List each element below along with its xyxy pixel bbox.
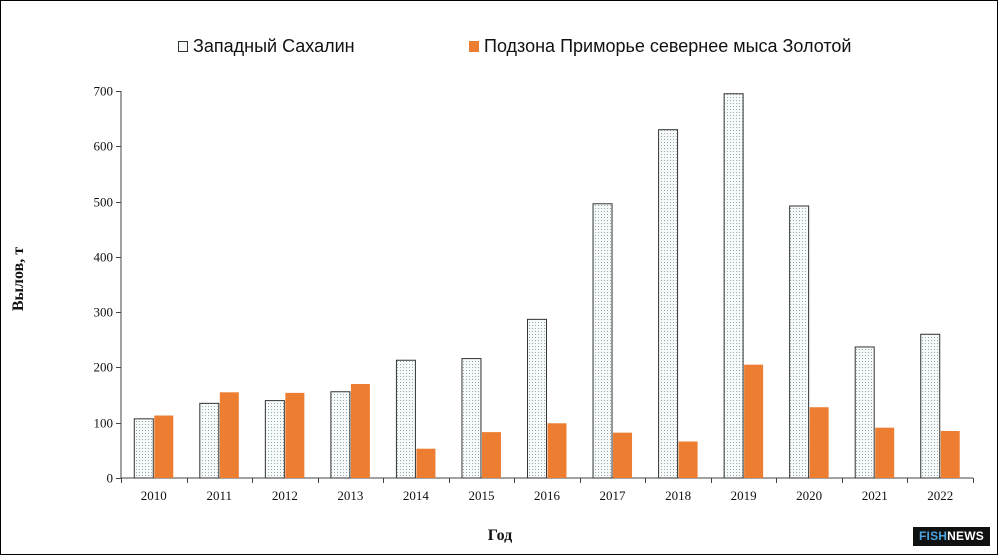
- x-tick-label: 2010: [141, 488, 167, 503]
- y-tick-label: 0: [107, 471, 114, 486]
- x-tick-label: 2011: [207, 488, 233, 503]
- bar-west-sakhalin: [723, 93, 744, 479]
- y-tick-label: 700: [94, 84, 114, 99]
- bar-west-sakhalin: [789, 205, 810, 479]
- legend-item-west-sakhalin: Западный Сахалин: [178, 34, 355, 58]
- y-tick-label: 200: [94, 360, 114, 375]
- bar-west-sakhalin: [658, 129, 679, 479]
- x-tick-label: 2013: [337, 488, 363, 503]
- y-tick-label: 500: [94, 195, 114, 210]
- x-tick-label: 2018: [665, 488, 691, 503]
- bar-west-sakhalin: [330, 391, 351, 479]
- bar-west-sakhalin: [527, 318, 547, 479]
- legend-swatch-primorye: [469, 40, 479, 52]
- y-axis-title: Вылов, т: [10, 246, 27, 312]
- bar-primorye: [154, 415, 174, 478]
- bar-west-sakhalin: [854, 346, 875, 479]
- x-tick-label: 2022: [927, 488, 953, 503]
- x-tick-label: 2016: [534, 488, 561, 503]
- x-tick-label: 2014: [403, 488, 430, 503]
- x-tick-label: 2020: [796, 488, 822, 503]
- fishnews-logo: FISHNEWS: [913, 527, 990, 546]
- y-tick-label: 100: [94, 416, 114, 431]
- bar-west-sakhalin: [920, 333, 941, 479]
- bar-primorye: [613, 432, 633, 478]
- bar-west-sakhalin: [264, 400, 285, 479]
- x-axis-title: Год: [487, 527, 513, 544]
- bar-west-sakhalin: [461, 358, 482, 479]
- legend-swatch-west-sakhalin: [178, 40, 188, 52]
- bar-primorye: [744, 364, 764, 478]
- x-tick-label: 2019: [731, 488, 757, 503]
- y-tick-label: 400: [94, 250, 114, 265]
- y-tick-label: 600: [94, 139, 114, 154]
- legend-label-west-sakhalin: Западный Сахалин: [193, 35, 355, 56]
- bar-west-sakhalin: [199, 402, 220, 479]
- x-tick-label: 2015: [468, 488, 494, 503]
- bar-primorye: [547, 423, 567, 478]
- bar-primorye: [678, 441, 698, 478]
- bar-primorye: [350, 384, 370, 478]
- bar-west-sakhalin: [133, 418, 154, 479]
- legend-label-primorye: Подзона Приморье севернее мыса Золотой: [484, 35, 852, 56]
- bar-primorye: [219, 392, 239, 478]
- x-tick-label: 2017: [600, 488, 627, 503]
- bar-primorye: [809, 407, 829, 478]
- bar-primorye: [416, 448, 436, 478]
- bar-primorye: [285, 392, 305, 478]
- bar-west-sakhalin: [592, 203, 613, 479]
- y-tick-label: 300: [94, 305, 114, 320]
- x-tick-label: 2021: [862, 488, 888, 503]
- bar-primorye: [940, 431, 960, 478]
- bar-primorye: [481, 432, 501, 478]
- legend-item-primorye: Подзона Приморье севернее мыса Золотой: [469, 34, 851, 58]
- bar-west-sakhalin: [395, 359, 416, 479]
- x-tick-label: 2012: [272, 488, 298, 503]
- bar-primorye: [875, 427, 895, 478]
